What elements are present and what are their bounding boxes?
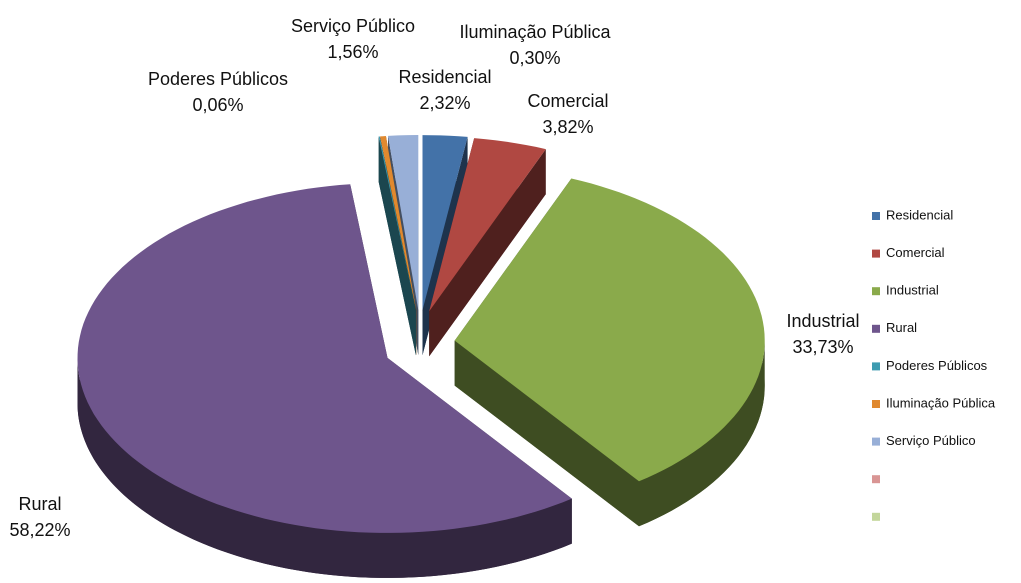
slice-side: [454, 340, 639, 527]
slice-wall: [639, 340, 765, 527]
data-label-name: Serviço Público: [291, 16, 415, 36]
data-label: 3,82%: [542, 117, 593, 137]
slice: [388, 135, 419, 310]
slice-side: [429, 149, 546, 357]
legend-label: Rural: [886, 320, 917, 335]
legend-label: Comercial: [886, 245, 945, 260]
legend-swatch: [872, 362, 880, 371]
slice: [429, 138, 546, 312]
data-label-name: Industrial: [786, 311, 859, 331]
legend-swatch: [872, 475, 880, 484]
data-label: 33,73%: [792, 337, 853, 357]
data-label-name: Poderes Públicos: [148, 69, 288, 89]
data-label-name: Residencial: [398, 67, 491, 87]
slice: [422, 135, 468, 311]
data-label: 58,22%: [9, 520, 70, 540]
legend-label: Poderes Públicos: [886, 358, 988, 373]
legend-swatch: [872, 287, 880, 296]
data-label: 2,32%: [419, 93, 470, 113]
legend-label: Residencial: [886, 207, 953, 222]
slice: [378, 136, 416, 311]
slice-wall: [77, 357, 572, 578]
legend-swatch: [872, 324, 880, 333]
legend-label: Iluminação Pública: [886, 395, 996, 410]
slice: [454, 178, 765, 482]
slice: [77, 184, 572, 533]
data-label: 1,56%: [327, 42, 378, 62]
data-label: 0,30%: [509, 48, 560, 68]
legend-label: Serviço Público: [886, 433, 976, 448]
slice: [380, 136, 417, 311]
data-label-name: Iluminação Pública: [459, 22, 611, 42]
data-label-name: Comercial: [527, 91, 608, 111]
legend-swatch: [872, 512, 880, 521]
legend-swatch: [872, 437, 880, 446]
slice-side: [379, 136, 416, 356]
legend-swatch: [872, 212, 880, 220]
data-label-name: Rural: [18, 494, 61, 514]
data-label: 0,06%: [192, 95, 243, 115]
legend-swatch: [872, 249, 880, 258]
legend-swatch: [872, 400, 880, 408]
legend-label: Industrial: [886, 283, 939, 298]
